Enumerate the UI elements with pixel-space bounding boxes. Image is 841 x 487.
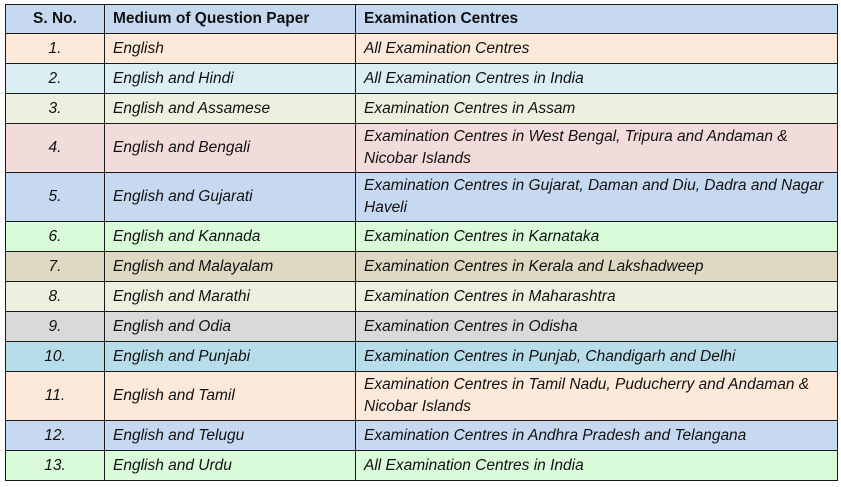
header-centres: Examination Centres [355,4,838,34]
header-row: S. No. Medium of Question Paper Examinat… [5,4,838,34]
table-row: 4. English and Bengali Examination Centres… [5,123,838,173]
cell-medium: English and Malayalam [104,251,356,282]
cell-sno: 2. [5,63,105,94]
table-row: 9. English and Odia Examination Centres in… [5,311,838,342]
table-row: 2. English and Hindi All Examination Centr… [5,63,838,94]
cell-medium: English and Bengali [104,123,356,173]
cell-medium: English and Odia [104,311,356,342]
cell-centres: All Examination Centres in India [355,450,838,481]
examination-centres-table: S. No. Medium of Question Paper Examinat… [5,4,838,481]
table-row: 10. English and Punjabi Examination Centre… [5,341,838,372]
header-sno: S. No. [5,4,105,34]
cell-centres: Examination Centres in Punjab, Chandigar… [355,341,838,372]
cell-medium: English and Hindi [104,63,356,94]
cell-sno: 11. [5,371,105,421]
cell-centres: Examination Centres in West Bengal, Trip… [355,123,838,173]
table-row: 8. English and Marathi Examination Centres… [5,281,838,312]
cell-centres: Examination Centres in Odisha [355,311,838,342]
table-row: 6. English and Kannada Examination Centres… [5,221,838,252]
cell-sno: 9. [5,311,105,342]
table-row: 12. English and Telugu Examination Centres… [5,420,838,451]
cell-centres: Examination Centres in Tamil Nadu, Puduc… [355,371,838,421]
cell-sno: 1. [5,33,105,64]
cell-centres: Examination Centres in Maharashtra [355,281,838,312]
cell-centres: All Examination Centres [355,33,838,64]
table-row: 3. English and Assamese Examination Centre… [5,93,838,124]
cell-centres: Examination Centres in Karnataka [355,221,838,252]
cell-sno: 12. [5,420,105,451]
cell-sno: 5. [5,172,105,222]
cell-sno: 13. [5,450,105,481]
cell-medium: English and Tamil [104,371,356,421]
cell-centres: Examination Centres in Gujarat, Daman an… [355,172,838,222]
cell-medium: English and Telugu [104,420,356,451]
cell-centres: Examination Centres in Assam [355,93,838,124]
table-row: 1. English All Examination Centres [5,33,838,64]
cell-sno: 8. [5,281,105,312]
cell-sno: 6. [5,221,105,252]
cell-medium: English and Assamese [104,93,356,124]
cell-centres: Examination Centres in Kerala and Laksha… [355,251,838,282]
cell-centres: All Examination Centres in India [355,63,838,94]
cell-centres: Examination Centres in Andhra Pradesh an… [355,420,838,451]
cell-medium: English and Gujarati [104,172,356,222]
cell-sno: 10. [5,341,105,372]
cell-medium: English [104,33,356,64]
cell-sno: 3. [5,93,105,124]
cell-medium: English and Punjabi [104,341,356,372]
cell-medium: English and Kannada [104,221,356,252]
cell-sno: 4. [5,123,105,173]
cell-sno: 7. [5,251,105,282]
table-row: 13. English and Urdu All Examination Centr… [5,450,838,481]
table-row: 11. English and Tamil Examination Centres … [5,371,838,421]
cell-medium: English and Urdu [104,450,356,481]
cell-medium: English and Marathi [104,281,356,312]
table-row: 7. English and Malayalam Examination Centr… [5,251,838,282]
header-medium: Medium of Question Paper [104,4,356,34]
table-row: 5. English and Gujarati Examination Centre… [5,172,838,222]
